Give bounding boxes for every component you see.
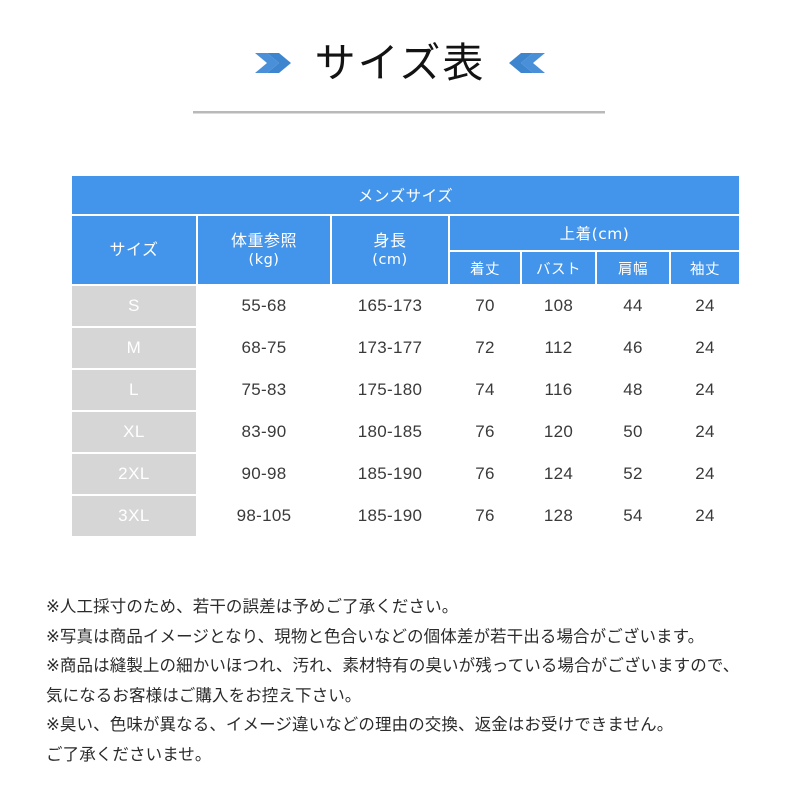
page-title: サイズ表 bbox=[314, 38, 486, 87]
table-row: S 55-68 165-173 70 108 44 24 bbox=[72, 286, 739, 326]
cell-sleeve: 24 bbox=[671, 412, 739, 452]
cell-length: 72 bbox=[450, 328, 520, 368]
cell-weight: 83-90 bbox=[198, 412, 330, 452]
notes-block: ※人工採寸のため、若干の誤差は予めご了承ください。 ※写真は商品イメージとなり、… bbox=[46, 592, 766, 769]
cell-height: 173-177 bbox=[332, 328, 448, 368]
cell-height: 185-190 bbox=[332, 496, 448, 536]
note-line: ※商品は縫製上の細かいほつれ、汚れ、素材特有の臭いが残っている場合がございますの… bbox=[46, 656, 740, 675]
size-table-head: メンズサイズ サイズ 体重参照 (kg) 身長 (cm) 上着(cm) 着丈 bbox=[72, 176, 739, 284]
cell-length: 76 bbox=[450, 454, 520, 494]
cell-sleeve: 24 bbox=[671, 454, 739, 494]
title-divider bbox=[193, 111, 605, 114]
cell-size: XL bbox=[72, 412, 196, 452]
cell-shoulder: 52 bbox=[597, 454, 669, 494]
column-header-bust: バスト bbox=[522, 252, 595, 284]
table-header-row-main: サイズ 体重参照 (kg) 身長 (cm) 上着(cm) bbox=[72, 216, 739, 284]
note-line: ※臭い、色味が異なる、イメージ違いなどの理由の交換、返金はお受けできません。 bbox=[46, 715, 674, 734]
cell-bust: 108 bbox=[522, 286, 595, 326]
cell-length: 70 bbox=[450, 286, 520, 326]
column-header-weight-unit: (kg) bbox=[248, 251, 280, 268]
table-row: M 68-75 173-177 72 112 46 24 bbox=[72, 328, 739, 368]
size-table: メンズサイズ サイズ 体重参照 (kg) 身長 (cm) 上着(cm) 着丈 bbox=[70, 174, 741, 538]
size-table-wrapper: メンズサイズ サイズ 体重参照 (kg) 身長 (cm) 上着(cm) 着丈 bbox=[70, 174, 739, 538]
cell-shoulder: 44 bbox=[597, 286, 669, 326]
cell-length: 74 bbox=[450, 370, 520, 410]
cell-size: 2XL bbox=[72, 454, 196, 494]
cell-height: 180-185 bbox=[332, 412, 448, 452]
table-caption: メンズサイズ bbox=[72, 176, 739, 214]
cell-weight: 68-75 bbox=[198, 328, 330, 368]
column-header-sleeve: 袖丈 bbox=[671, 252, 739, 284]
table-caption-row: メンズサイズ bbox=[72, 176, 739, 214]
note-line: 気になるお客様はご購入をお控え下さい。 bbox=[46, 685, 362, 705]
column-header-size: サイズ bbox=[72, 216, 196, 284]
cell-height: 165-173 bbox=[332, 286, 448, 326]
table-row: L 75-83 175-180 74 116 48 24 bbox=[72, 370, 739, 410]
cell-bust: 116 bbox=[522, 370, 595, 410]
table-row: XL 83-90 180-185 76 120 50 24 bbox=[72, 412, 739, 452]
column-header-height: 身長 (cm) bbox=[332, 216, 448, 284]
note-line: ご了承くださいませ。 bbox=[46, 744, 212, 764]
cell-sleeve: 24 bbox=[671, 370, 739, 410]
size-table-body: S 55-68 165-173 70 108 44 24 M 68-75 173… bbox=[72, 286, 739, 536]
column-header-garment-group: 上着(cm) bbox=[450, 216, 739, 250]
cell-shoulder: 54 bbox=[597, 496, 669, 536]
double-chevron-right-icon bbox=[253, 48, 293, 78]
cell-bust: 128 bbox=[522, 496, 595, 536]
column-header-height-label: 身長 bbox=[373, 230, 407, 250]
column-header-height-unit: (cm) bbox=[372, 251, 408, 268]
table-header-row-sub: 着丈 バスト 肩幅 袖丈 bbox=[72, 252, 739, 284]
cell-weight: 55-68 bbox=[198, 286, 330, 326]
page-title-row: サイズ表 bbox=[0, 34, 800, 92]
cell-sleeve: 24 bbox=[671, 286, 739, 326]
cell-bust: 124 bbox=[522, 454, 595, 494]
cell-height: 175-180 bbox=[332, 370, 448, 410]
cell-shoulder: 46 bbox=[597, 328, 669, 368]
cell-weight: 90-98 bbox=[198, 454, 330, 494]
cell-sleeve: 24 bbox=[671, 496, 739, 536]
cell-length: 76 bbox=[450, 496, 520, 536]
column-header-length: 着丈 bbox=[450, 252, 520, 284]
cell-height: 185-190 bbox=[332, 454, 448, 494]
table-row: 2XL 90-98 185-190 76 124 52 24 bbox=[72, 454, 739, 494]
cell-shoulder: 48 bbox=[597, 370, 669, 410]
note-line: ※人工採寸のため、若干の誤差は予めご了承ください。 bbox=[46, 597, 459, 616]
table-row: 3XL 98-105 185-190 76 128 54 24 bbox=[72, 496, 739, 536]
cell-bust: 120 bbox=[522, 412, 595, 452]
column-header-shoulder: 肩幅 bbox=[597, 252, 669, 284]
note-line: ※写真は商品イメージとなり、現物と色合いなどの個体差が若干出る場合がございます。 bbox=[46, 626, 705, 646]
cell-weight: 75-83 bbox=[198, 370, 330, 410]
cell-sleeve: 24 bbox=[671, 328, 739, 368]
cell-size: M bbox=[72, 328, 196, 368]
cell-size: L bbox=[72, 370, 196, 410]
column-header-weight-label: 体重参照 bbox=[230, 230, 297, 250]
double-chevron-left-icon bbox=[507, 48, 547, 78]
cell-bust: 112 bbox=[522, 328, 595, 368]
cell-weight: 98-105 bbox=[198, 496, 330, 536]
cell-size: 3XL bbox=[72, 496, 196, 536]
column-header-weight: 体重参照 (kg) bbox=[198, 216, 330, 284]
cell-shoulder: 50 bbox=[597, 412, 669, 452]
cell-size: S bbox=[72, 286, 196, 326]
cell-length: 76 bbox=[450, 412, 520, 452]
